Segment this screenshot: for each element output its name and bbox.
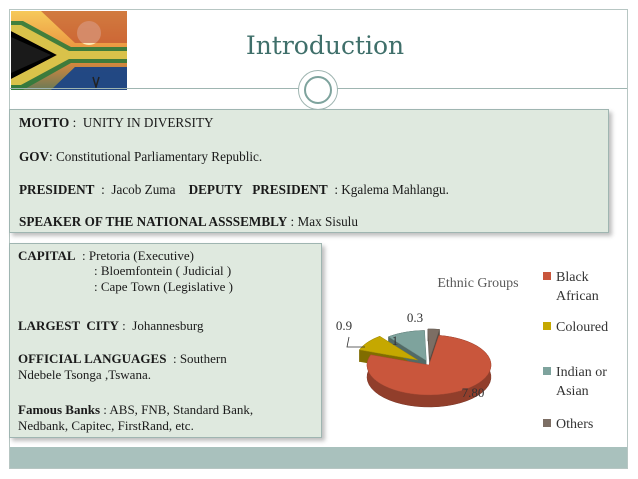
legend-label-2-1: Coloured xyxy=(556,320,608,335)
pie-slice-indian-asian xyxy=(387,330,427,361)
ethnic-groups-pie-svg: Ethnic Groups 7.80 0.9 1 0.3 Black African Colo… xyxy=(336,270,608,432)
motto-value: UNITY IN DIVERSITY xyxy=(82,115,214,130)
speaker-label: SPEAKER OF THE NATIONAL ASSSEMBLY xyxy=(19,214,288,229)
government-info-box: MOTTO : UNITY IN DIVERSITY GOV: Constitu… xyxy=(9,109,609,233)
legend-swatch-3 xyxy=(543,367,551,375)
languages-line-2: Ndebele Tsonga ,Tswana. xyxy=(18,367,151,382)
president-label: PRESIDENT xyxy=(19,182,95,197)
legend-swatch-4 xyxy=(543,419,551,427)
label-black-african: 7.80 xyxy=(462,385,485,400)
label-coloured: 0.9 xyxy=(336,318,352,333)
gov-line: GOV: Constitutional Parliamentary Republ… xyxy=(19,149,262,165)
chart-title: Ethnic Groups xyxy=(437,276,518,291)
largest-city-value: : Johannesburg xyxy=(122,318,204,333)
capital-line-2: : Bloemfontein ( Judicial ) xyxy=(94,263,232,278)
legend-label-3-2: Asian xyxy=(556,384,589,399)
languages-label: OFFICIAL LANGUAGES xyxy=(18,351,167,366)
deputy-president-label: DEPUTY PRESIDENT xyxy=(188,182,328,197)
gov-value: : Constitutional Parliamentary Republic. xyxy=(49,149,263,164)
motto-line: MOTTO : UNITY IN DIVERSITY xyxy=(19,115,214,131)
divider-ornament xyxy=(298,70,338,110)
south-africa-flag-image xyxy=(11,11,127,90)
speaker-line: SPEAKER OF THE NATIONAL ASSSEMBLY : Max … xyxy=(19,214,358,230)
capital-executive: : Pretoria (Executive) xyxy=(82,248,194,263)
motto-separator: : xyxy=(69,115,83,130)
pie-slice-others xyxy=(427,328,440,360)
label-indian-asian: 1 xyxy=(392,333,399,348)
capital-label: CAPITAL xyxy=(18,248,76,263)
legend-swatch-2 xyxy=(543,322,551,330)
pie-slice-black-african xyxy=(366,335,492,396)
deputy-president-value: : Kgalema Mahlangu. xyxy=(327,182,449,197)
banks-line-2: Nedbank, Capitec, FirstRand, etc. xyxy=(18,418,194,433)
motto-label: MOTTO xyxy=(19,115,70,130)
legend-swatch-1 xyxy=(543,272,551,280)
legend-label-1-2: African xyxy=(556,289,599,304)
country-details-box: CAPITAL : Pretoria (Executive) : Bloemfo… xyxy=(9,243,322,438)
president-value: : Jacob Zuma xyxy=(94,182,189,197)
label-others: 0.3 xyxy=(407,310,423,325)
capital-line-3: : Cape Town (Legislative ) xyxy=(94,279,233,294)
banks-line-1: Famous Banks : ABS, FNB, Standard Bank, xyxy=(18,402,253,417)
speaker-value: : Max Sisulu xyxy=(287,214,358,229)
languages-value-1: : Southern xyxy=(166,351,227,366)
capital-line-1: CAPITAL : Pretoria (Executive) xyxy=(18,248,194,263)
slide-frame xyxy=(9,9,628,469)
largest-city-line: LARGEST CITY : Johannesburg xyxy=(18,318,204,333)
banks-value-1: : ABS, FNB, Standard Bank, xyxy=(100,402,254,417)
legend-label-1-1: Black xyxy=(556,270,589,285)
banks-label: Famous Banks xyxy=(18,402,100,417)
gov-label: GOV xyxy=(19,149,50,164)
ethnic-groups-chart: Ethnic Groups 7.80 0.9 1 0.3 Black African Colo… xyxy=(325,255,635,445)
languages-line-1: OFFICIAL LANGUAGES : Southern xyxy=(18,351,227,366)
pie-slice-coloured xyxy=(358,336,418,361)
legend-label-3-1: Indian or xyxy=(556,365,607,380)
footer-band xyxy=(10,447,627,468)
leader-line-coloured xyxy=(346,336,365,348)
slide-title: Introduction xyxy=(245,31,405,60)
president-line: PRESIDENT : Jacob Zuma DEPUTY PRESIDENT … xyxy=(19,182,449,198)
legend-label-4-1: Others xyxy=(556,417,593,432)
largest-city-label: LARGEST CITY xyxy=(18,318,119,333)
